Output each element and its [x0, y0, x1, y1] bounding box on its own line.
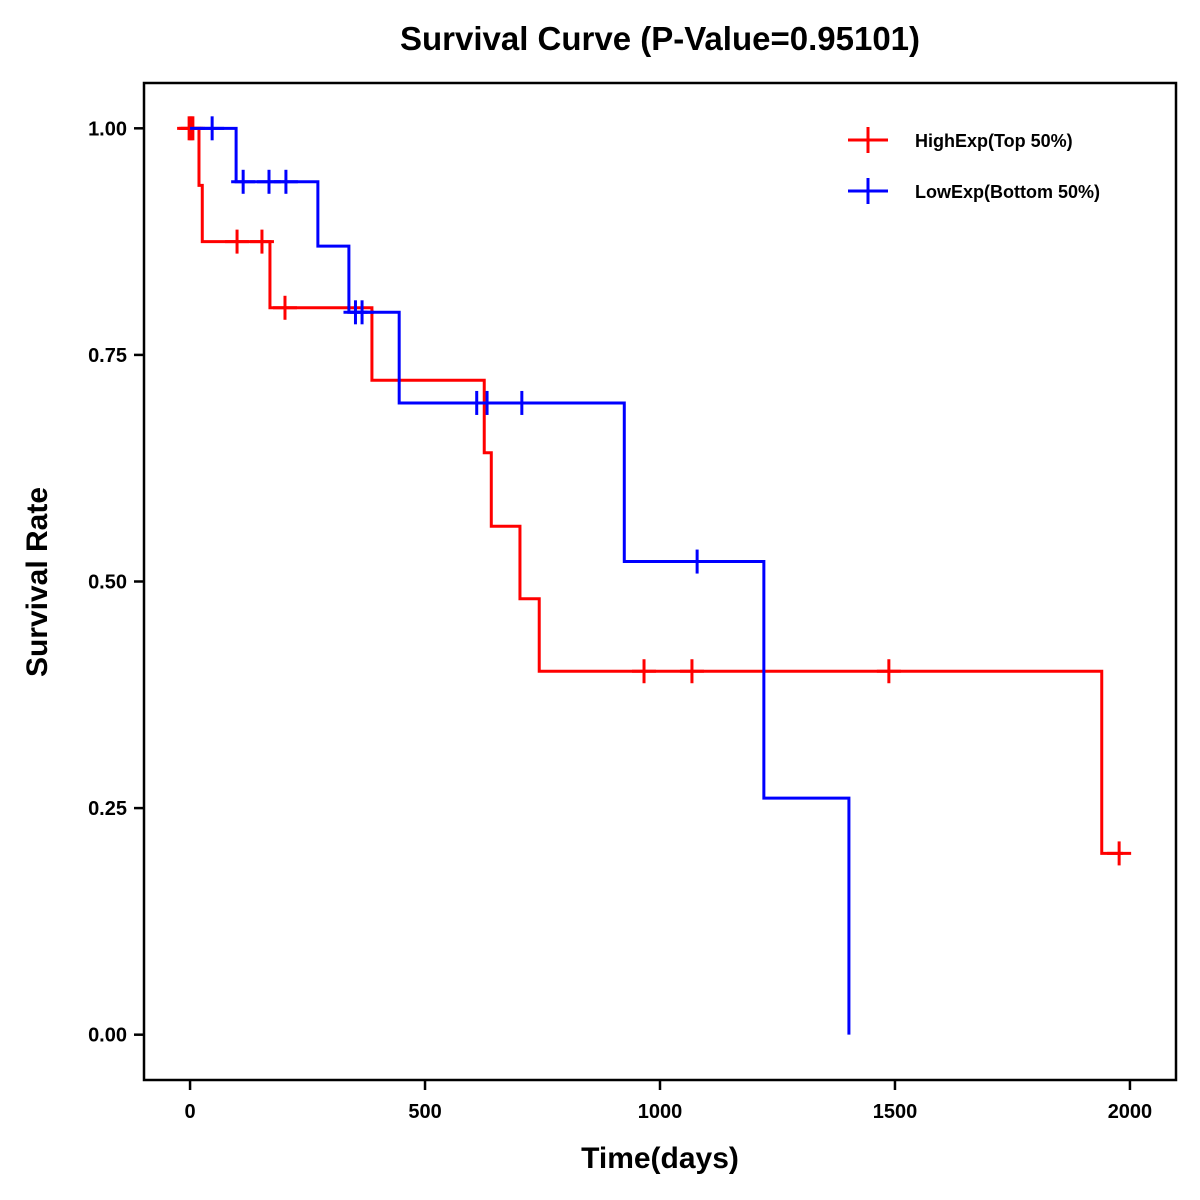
chart-title: Survival Curve (P-Value=0.95101) [400, 20, 920, 57]
y-tick-label: 0.25 [88, 798, 127, 820]
censor-mark [225, 229, 250, 254]
censor-mark [350, 300, 375, 325]
censor-mark [231, 169, 256, 194]
x-tick-label: 2000 [1108, 1101, 1153, 1123]
y-axis: 0.00 0.25 0.50 0.75 1.00 [88, 118, 144, 1047]
censor-mark [632, 659, 657, 684]
legend: HighExp(Top 50%) LowExp(Bottom 50%) [848, 127, 1100, 204]
legend-label: LowExp(Bottom 50%) [915, 182, 1100, 202]
censor-mark [509, 390, 534, 415]
plot-area [142, 81, 1178, 1082]
legend-key-icon [848, 127, 888, 153]
legend-item: HighExp(Top 50%) [848, 127, 1073, 153]
censor-mark [475, 390, 500, 415]
y-tick-label: 0.00 [88, 1025, 127, 1047]
legend-label: HighExp(Top 50%) [915, 131, 1073, 151]
y-tick-label: 0.50 [88, 572, 127, 594]
legend-item: LowExp(Bottom 50%) [848, 178, 1100, 204]
censor-mark [273, 169, 298, 194]
x-tick-label: 500 [408, 1101, 441, 1123]
legend-key-icon [848, 178, 888, 204]
censor-mark [679, 659, 704, 684]
x-tick-label: 1500 [873, 1101, 918, 1123]
censor-mark [1107, 841, 1132, 866]
survival-step-line [190, 126, 1123, 855]
censor-mark [200, 116, 225, 141]
censor-mark [876, 659, 901, 684]
series-low-exp [190, 116, 851, 1035]
x-axis-title: Time(days) [581, 1142, 739, 1175]
censor-mark [685, 549, 710, 574]
y-tick-label: 1.00 [88, 118, 127, 140]
y-tick-label: 0.75 [88, 345, 127, 367]
series-layer [177, 116, 1132, 1035]
x-tick-label: 0 [184, 1101, 195, 1123]
censor-mark [272, 295, 297, 320]
x-tick-label: 1000 [638, 1101, 683, 1123]
y-axis-title: Survival Rate [21, 487, 54, 677]
x-axis: 0 500 1000 1500 2000 [184, 1080, 1152, 1123]
censor-mark [249, 229, 274, 254]
